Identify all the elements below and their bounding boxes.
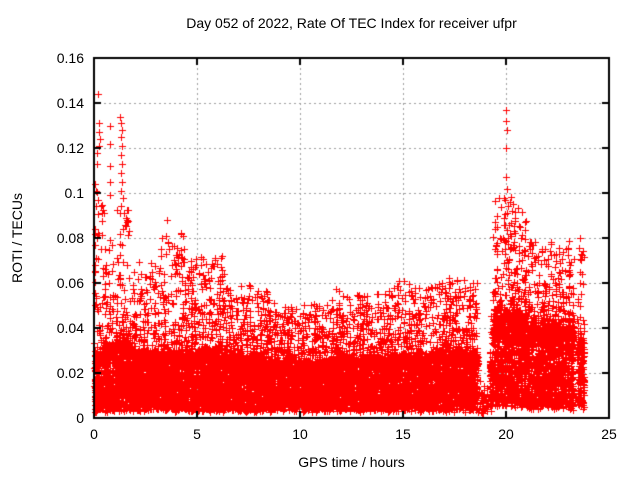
y-tick-label-0.04: 0.04: [56, 320, 84, 336]
y-tick-label-0.02: 0.02: [56, 365, 84, 381]
y-tick-label-0.12: 0.12: [56, 140, 84, 156]
y-tick-label-0: 0: [76, 410, 84, 426]
x-tick-label-20: 20: [498, 426, 514, 442]
y-tick-label-0.08: 0.08: [56, 230, 84, 246]
x-tick-label-15: 15: [395, 426, 411, 442]
y-tick-label-0.14: 0.14: [56, 95, 84, 111]
chart-title: Day 052 of 2022, Rate Of TEC Index for r…: [186, 15, 517, 31]
y-tick-label-0.06: 0.06: [56, 275, 84, 291]
x-tick-label-25: 25: [601, 426, 617, 442]
y-tick-label-0.16: 0.16: [56, 50, 84, 66]
x-tick-label-5: 5: [193, 426, 201, 442]
x-tick-label-0: 0: [90, 426, 98, 442]
x-tick-label-10: 10: [292, 426, 308, 442]
x-axis-title: GPS time / hours: [298, 454, 405, 470]
y-tick-label-0.1: 0.1: [64, 185, 84, 201]
